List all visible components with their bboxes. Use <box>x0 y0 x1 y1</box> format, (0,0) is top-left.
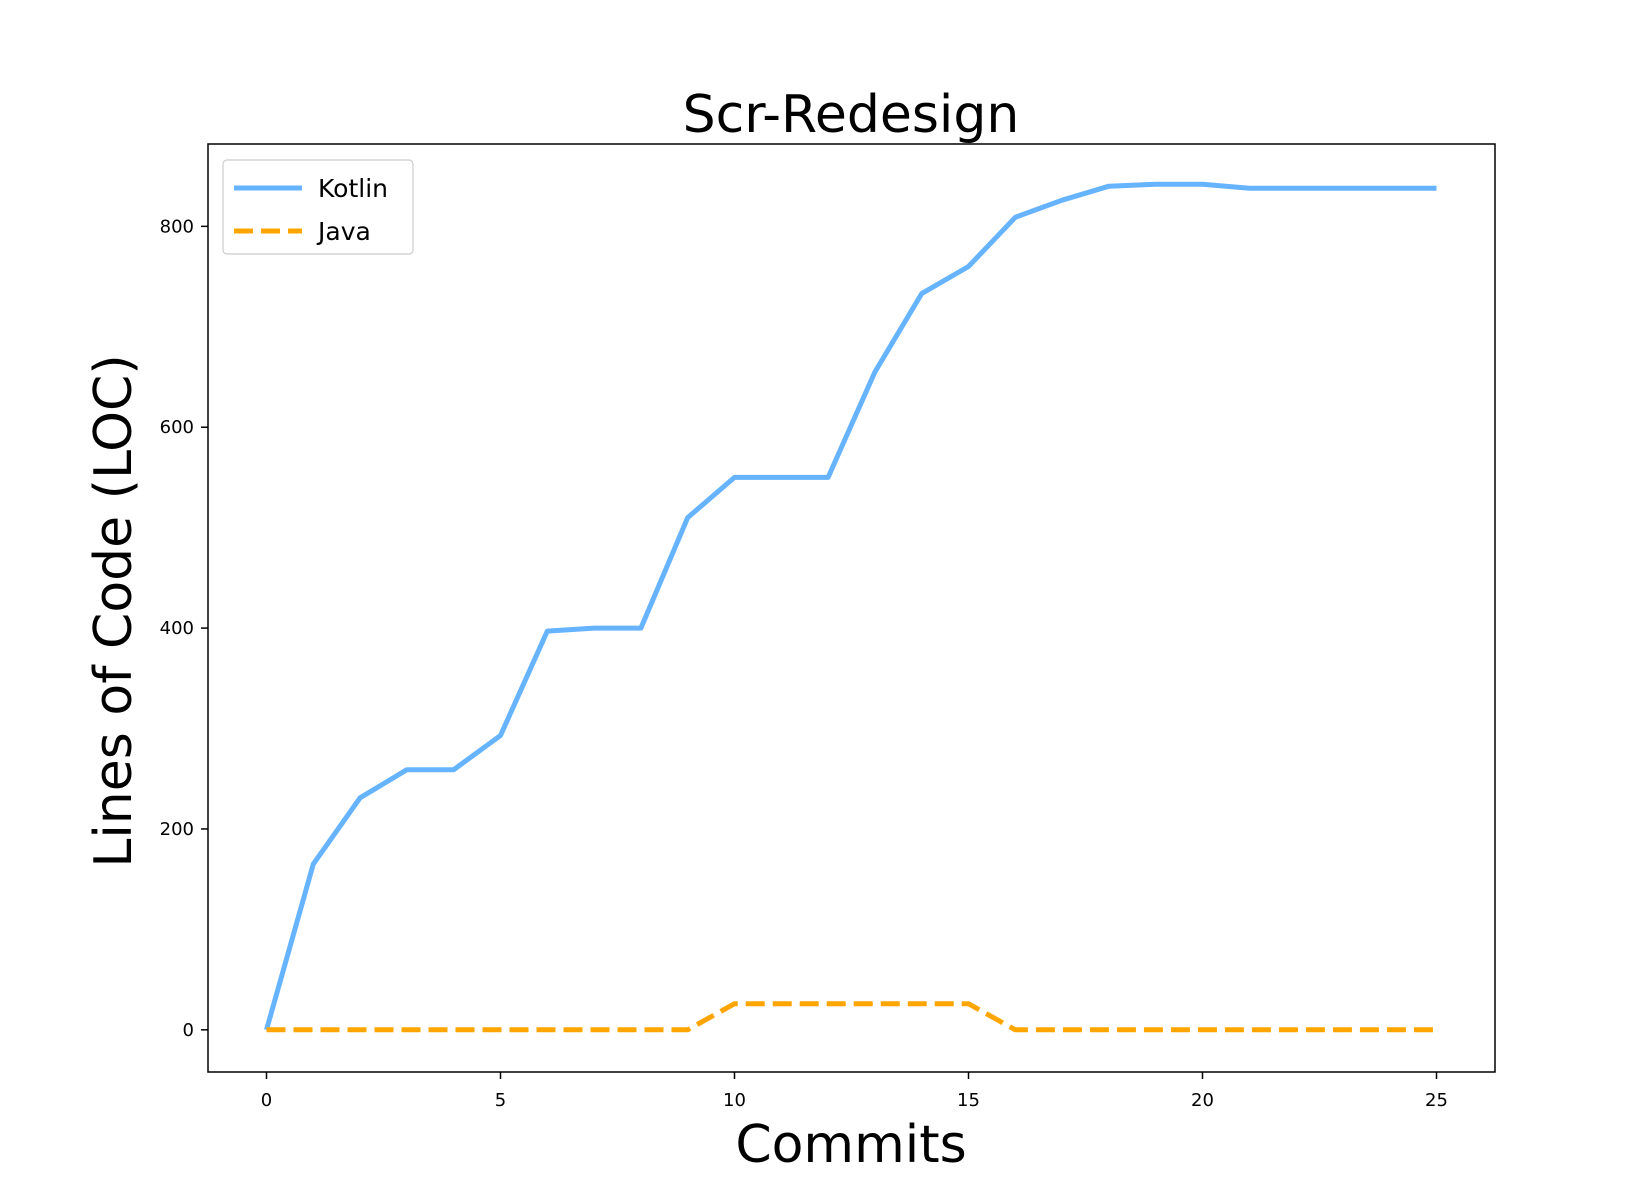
data-point-kotlin <box>779 475 784 480</box>
x-axis-label: Commits <box>735 1115 966 1175</box>
data-point-java <box>1060 1027 1065 1032</box>
series-line-kotlin <box>264 181 1437 1031</box>
data-point-kotlin <box>1247 186 1252 191</box>
data-point-java <box>545 1027 550 1032</box>
data-point-kotlin <box>451 767 456 772</box>
legend-label-java: Java <box>316 217 371 246</box>
data-point-java <box>1387 1027 1392 1032</box>
series-line-java <box>266 1001 1437 1033</box>
data-point-java <box>685 1027 690 1032</box>
data-point-java <box>872 1001 877 1006</box>
data-point-kotlin <box>966 264 971 269</box>
data-point-kotlin <box>404 767 409 772</box>
data-point-java <box>1013 1027 1018 1032</box>
data-point-java <box>1340 1027 1345 1032</box>
data-point-kotlin <box>638 626 643 631</box>
data-point-java <box>358 1027 363 1032</box>
x-tick-label: 25 <box>1425 1090 1448 1111</box>
data-point-java <box>826 1001 831 1006</box>
data-point-java <box>404 1027 409 1032</box>
y-axis-label: Lines of Code (LOC) <box>84 354 144 867</box>
axis-ticks: 0 5 10 15 20 25 0 200 400 600 800 <box>160 216 1448 1111</box>
data-point-kotlin <box>685 515 690 520</box>
data-point-kotlin <box>1153 182 1158 187</box>
data-point-kotlin <box>358 795 363 800</box>
chart-title: Scr-Redesign <box>683 85 1020 145</box>
plot-frame <box>207 143 1496 1073</box>
data-point-kotlin <box>1200 182 1205 187</box>
data-point-kotlin <box>311 862 316 867</box>
y-tick-label: 400 <box>160 618 194 639</box>
x-tick-label: 0 <box>261 1090 272 1111</box>
data-point-kotlin <box>1060 198 1065 203</box>
x-tick-label: 5 <box>495 1090 506 1111</box>
data-point-kotlin <box>826 475 831 480</box>
data-point-kotlin <box>732 475 737 480</box>
data-point-kotlin <box>1387 186 1392 191</box>
data-point-java <box>919 1001 924 1006</box>
plot-area <box>264 181 1439 1033</box>
data-point-java <box>732 1001 737 1006</box>
data-point-kotlin <box>919 291 924 296</box>
y-tick-label: 800 <box>160 216 194 237</box>
data-point-java <box>311 1027 316 1032</box>
data-point-java <box>1294 1027 1299 1032</box>
data-point-java <box>264 1027 269 1032</box>
data-point-kotlin <box>872 369 877 374</box>
data-point-kotlin <box>545 629 550 634</box>
data-point-java <box>638 1027 643 1032</box>
data-point-kotlin <box>1013 215 1018 220</box>
x-tick-label: 10 <box>723 1090 746 1111</box>
legend-label-kotlin: Kotlin <box>318 174 388 203</box>
legend: Kotlin Java <box>222 159 414 255</box>
data-point-kotlin <box>1294 186 1299 191</box>
data-point-java <box>1153 1027 1158 1032</box>
data-point-java <box>498 1027 503 1032</box>
x-tick-label: 15 <box>957 1090 980 1111</box>
data-point-kotlin <box>1106 184 1111 189</box>
y-tick-label: 0 <box>183 1020 194 1041</box>
x-tick-label: 20 <box>1191 1090 1214 1111</box>
data-point-java <box>1200 1027 1205 1032</box>
y-tick-label: 200 <box>160 819 194 840</box>
y-tick-label: 600 <box>160 417 194 438</box>
data-point-java <box>592 1027 597 1032</box>
data-point-java <box>1247 1027 1252 1032</box>
data-point-kotlin <box>592 626 597 631</box>
data-point-java <box>779 1001 784 1006</box>
data-point-java <box>1106 1027 1111 1032</box>
data-point-java <box>1434 1027 1439 1032</box>
data-point-java <box>451 1027 456 1032</box>
data-point-kotlin <box>1434 186 1439 191</box>
data-point-kotlin <box>498 733 503 738</box>
data-point-java <box>966 1001 971 1006</box>
data-point-kotlin <box>1340 186 1345 191</box>
